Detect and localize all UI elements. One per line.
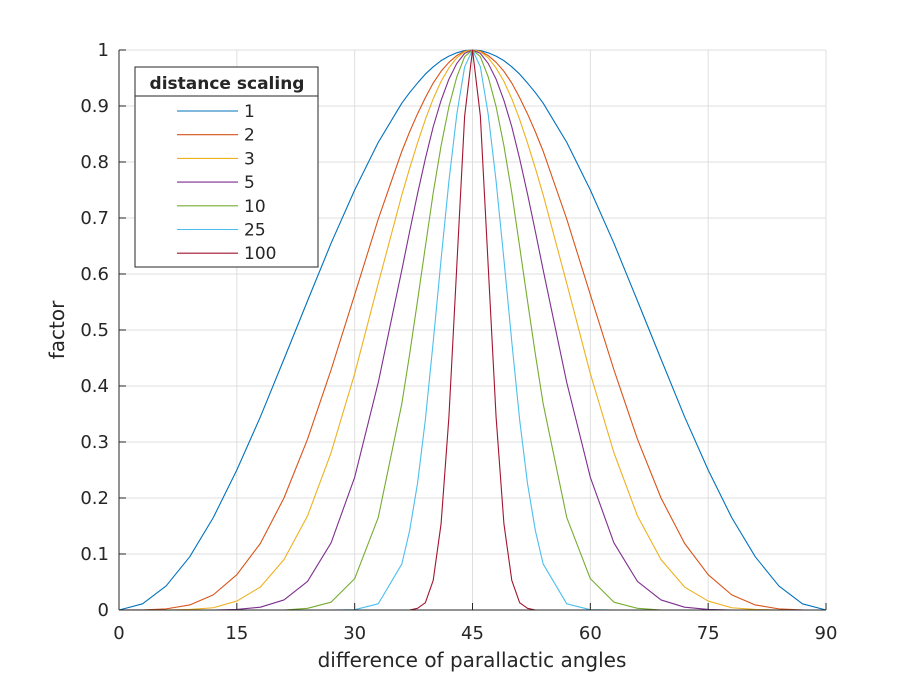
legend-label-3: 3 <box>244 149 255 169</box>
y-tick-label: 0.1 <box>80 544 109 565</box>
x-tick-label: 45 <box>461 623 484 644</box>
x-tick-label: 15 <box>225 623 248 644</box>
y-tick-label: 0.3 <box>80 432 109 453</box>
legend-label-10: 10 <box>244 197 266 217</box>
y-tick-labels: 0 0.1 0.2 0.3 0.4 0.5 0.6 0.7 0.8 0.9 1 <box>80 40 109 621</box>
y-tick-label: 0.9 <box>80 96 109 117</box>
x-tick-label: 30 <box>343 623 366 644</box>
y-tick-label: 0.4 <box>80 376 109 397</box>
y-tick-label: 0 <box>98 600 109 621</box>
y-tick-label: 0.8 <box>80 152 109 173</box>
legend-title: distance scaling <box>150 74 305 94</box>
legend-label-5: 5 <box>244 173 255 193</box>
x-tick-labels: 0 15 30 45 60 75 90 <box>113 623 837 644</box>
legend-box <box>134 66 319 268</box>
x-axis-label: difference of parallactic angles <box>318 648 627 672</box>
x-tick-label: 0 <box>113 623 124 644</box>
legend-label-1: 1 <box>244 102 255 122</box>
y-tick-label: 0.6 <box>80 264 109 285</box>
y-tick-label: 1 <box>98 40 109 61</box>
y-tick-label: 0.7 <box>80 208 109 229</box>
x-tick-label: 60 <box>579 623 602 644</box>
x-tick-label: 90 <box>815 623 838 644</box>
legend-label-100: 100 <box>244 244 276 264</box>
legend-items: 1 2 3 5 10 25 100 <box>177 102 276 264</box>
legend-label-2: 2 <box>244 126 255 146</box>
y-tick-label: 0.2 <box>80 488 109 509</box>
legend: distance scaling 1 2 3 5 10 25 100 <box>134 66 319 268</box>
y-tick-label: 0.5 <box>80 320 109 341</box>
x-tick-label: 75 <box>697 623 720 644</box>
legend-label-25: 25 <box>244 221 266 241</box>
axes <box>118 49 827 611</box>
y-axis-label: factor <box>45 300 69 359</box>
